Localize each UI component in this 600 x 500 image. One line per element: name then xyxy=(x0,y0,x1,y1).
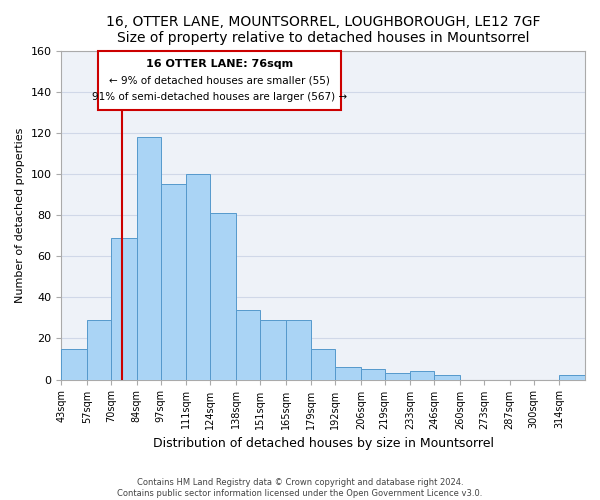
Y-axis label: Number of detached properties: Number of detached properties xyxy=(15,128,25,302)
Bar xyxy=(61,348,87,380)
Bar xyxy=(335,367,361,380)
Bar xyxy=(111,238,137,380)
Bar xyxy=(236,310,260,380)
Bar xyxy=(87,320,111,380)
X-axis label: Distribution of detached houses by size in Mountsorrel: Distribution of detached houses by size … xyxy=(153,437,494,450)
FancyBboxPatch shape xyxy=(98,50,341,110)
Bar xyxy=(210,213,236,380)
Text: 91% of semi-detached houses are larger (567) →: 91% of semi-detached houses are larger (… xyxy=(92,92,347,102)
Bar xyxy=(410,372,434,380)
Text: 16 OTTER LANE: 76sqm: 16 OTTER LANE: 76sqm xyxy=(146,58,293,68)
Bar xyxy=(161,184,187,380)
Bar xyxy=(385,374,410,380)
Title: 16, OTTER LANE, MOUNTSORREL, LOUGHBOROUGH, LE12 7GF
Size of property relative to: 16, OTTER LANE, MOUNTSORREL, LOUGHBOROUG… xyxy=(106,15,541,45)
Bar xyxy=(286,320,311,380)
Bar xyxy=(311,348,335,380)
Text: ← 9% of detached houses are smaller (55): ← 9% of detached houses are smaller (55) xyxy=(109,76,330,86)
Bar xyxy=(187,174,210,380)
Bar xyxy=(434,376,460,380)
Bar xyxy=(137,137,161,380)
Bar xyxy=(559,376,585,380)
Text: Contains HM Land Registry data © Crown copyright and database right 2024.
Contai: Contains HM Land Registry data © Crown c… xyxy=(118,478,482,498)
Bar xyxy=(361,370,385,380)
Bar xyxy=(260,320,286,380)
